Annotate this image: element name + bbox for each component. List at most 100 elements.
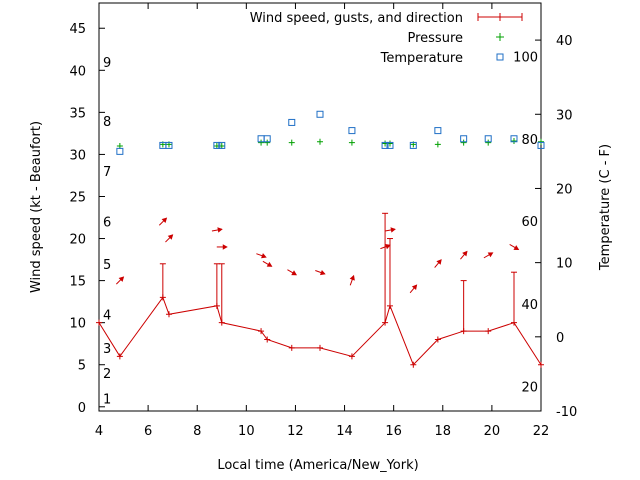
wind-direction-arrowhead [487,252,494,258]
plot-frame [98,2,542,412]
wind-direction-arrowhead [390,227,396,233]
temperature-point [381,141,389,149]
wind-direction-arrowhead [261,253,267,259]
temperature-point [348,127,356,135]
wind-direction-arrowhead [118,276,125,282]
x-tick-label: 20 [484,424,501,439]
wind-direction-arrowhead [385,244,391,250]
y-tick-label: 15 [69,275,86,290]
y-tick-label: 45 [69,22,86,37]
legend-swatch-temperature [496,53,504,61]
y2-axis-label: Temperature (C - F) [598,144,613,271]
y-tick-label: 20 [69,233,86,248]
y2-tick-label: 10 [556,257,573,272]
y2-tick-label: 30 [556,108,573,123]
wind-speed-line [98,296,542,366]
legend-label-pressure: Pressure [407,31,463,46]
temperature-point [116,147,124,155]
x-tick-label: 4 [95,424,103,439]
pressure-point [460,139,467,146]
wind-speed-point [258,328,265,335]
wind-speed-point [485,328,492,335]
wind-direction-arrowhead [266,261,273,267]
wind-speed-point [116,353,123,360]
y-axis-label: Wind speed (kt - Beaufort) [29,121,44,293]
y2-tick-label: -10 [556,405,577,420]
wind-speed-point [165,311,172,318]
x-tick-label: 22 [533,424,550,439]
wind-speed-point [434,336,441,343]
wind-direction-arrowhead [436,259,442,265]
temperature-point [409,141,417,149]
pressure-point [434,141,441,148]
temperature-point [165,141,173,149]
wind-speed-point [96,319,102,326]
temperature-point [434,127,442,135]
pressure-point [538,138,544,145]
pressure-point [485,139,492,146]
legend-label-wind: Wind speed, gusts, and direction [250,11,463,26]
x-tick-label: 8 [193,424,201,439]
x-axis-label: Local time (America/New_York) [217,458,418,473]
y-tick-label: 5 [78,359,86,374]
x-tick-label: 14 [336,424,353,439]
y-tick-label: 35 [69,106,86,121]
wind-speed-point [317,344,323,351]
wind-direction-arrowhead [291,270,297,276]
y2-tick-label: 20 [556,182,573,197]
y-tick-label: 30 [69,148,86,163]
x-tick-label: 12 [287,424,304,439]
wind-direction-arrowhead [167,234,174,240]
fahrenheit-label: 80 [521,133,538,148]
pressure-point [258,139,265,146]
fahrenheit-label: 40 [521,298,538,313]
wind-direction-arrowhead [222,244,228,250]
fahrenheit-label: 100 [513,50,538,65]
wind-direction-arrowhead [349,274,355,281]
beaufort-label: 4 [103,308,111,323]
beaufort-label: 3 [103,342,111,357]
temperature-point [537,141,545,149]
beaufort-label: 5 [103,258,111,273]
pressure-point [288,139,295,146]
beaufort-label: 9 [103,56,111,71]
temperature-point [213,141,221,149]
temperature-point [386,141,394,149]
x-tick-label: 16 [385,424,402,439]
wind-direction-arrowhead [513,245,520,250]
temperature-point [288,118,296,126]
wind-speed-point [348,353,355,360]
legend: Wind speed, gusts, and direction Pressur… [250,11,523,66]
wind-direction-arrowhead [217,227,223,233]
y-tick-label: 10 [69,317,86,332]
x-tick-label: 6 [144,424,152,439]
temperature-point [263,135,271,143]
y2-tick-label: 40 [556,34,573,49]
y-tick-label: 40 [69,64,86,79]
beaufort-label: 6 [103,216,111,231]
pressure-point [510,137,517,144]
y2-tick-label: 0 [556,331,564,346]
wind-direction-arrowhead [319,269,326,276]
x-tick-label: 10 [238,424,255,439]
beaufort-label: 1 [103,392,111,407]
fahrenheit-label: 20 [521,381,538,396]
pressure-point [348,139,355,146]
pressure-point [317,138,323,145]
temperature-point [316,110,324,118]
wind-speed-point [410,361,417,368]
temperature-point [510,135,518,143]
legend-swatch-pressure [496,33,504,41]
temperature-point [484,135,492,143]
wind-direction-arrowhead [462,250,468,257]
temperature-point [218,141,226,149]
y-tick-label: 0 [78,401,86,416]
legend-label-temperature: Temperature [380,51,463,66]
wind-speed-point [288,344,295,351]
beaufort-label: 2 [103,367,111,382]
pressure-point [264,139,271,146]
beaufort-label: 8 [103,115,111,130]
fahrenheit-label: 60 [521,215,538,230]
wind-speed-point [538,361,544,368]
